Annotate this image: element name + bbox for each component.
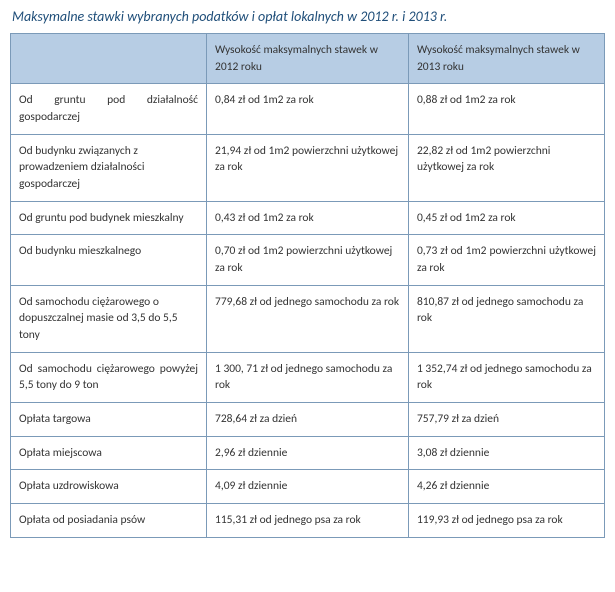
row-label: Od budynku mieszkalnego (11, 235, 207, 285)
row-value-2012: 115,31 zł od jednego psa za rok (207, 504, 409, 538)
row-label: Od budynku związanych z prowadzeniem dzi… (11, 134, 207, 201)
table-row: Od gruntu pod działalność gospodarczej0,… (11, 84, 605, 134)
row-label: Od samochodu ciężarowego powyżej 5,5 ton… (11, 352, 207, 402)
row-label: Opłata od posiadania psów (11, 504, 207, 538)
table-header-row: Wysokość maksymalnych stawek w 2012 roku… (11, 34, 605, 84)
table-row: Od budynku mieszkalnego0,70 zł od 1m2 po… (11, 235, 605, 285)
table-row: Od samochodu ciężarowego o dopuszczalnej… (11, 285, 605, 352)
table-row: Opłata uzdrowiskowa4,09 zł dziennie4,26 … (11, 470, 605, 504)
col-header-2012: Wysokość maksymalnych stawek w 2012 roku (207, 34, 409, 84)
row-label: Opłata targowa (11, 403, 207, 437)
row-value-2012: 2,96 zł dziennie (207, 436, 409, 470)
table-row: Opłata od posiadania psów115,31 zł od je… (11, 504, 605, 538)
col-header-2013: Wysokość maksymalnych stawek w 2013 roku (408, 34, 604, 84)
row-value-2013: 119,93 zł od jednego psa za rok (408, 504, 604, 538)
row-value-2012: 4,09 zł dziennie (207, 470, 409, 504)
row-value-2013: 0,45 zł od 1m2 za rok (408, 201, 604, 235)
row-value-2012: 0,43 zł od 1m2 za rok (207, 201, 409, 235)
row-value-2013: 4,26 zł dziennie (408, 470, 604, 504)
row-value-2012: 1 300, 71 zł od jednego samochodu za rok (207, 352, 409, 402)
table-title: Maksymalne stawki wybranych podatków i o… (10, 8, 605, 25)
row-label: Od gruntu pod budynek mieszkalny (11, 201, 207, 235)
rates-table: Wysokość maksymalnych stawek w 2012 roku… (10, 33, 605, 538)
row-value-2012: 0,70 zł od 1m2 powierzchni użytkowej za … (207, 235, 409, 285)
table-row: Od gruntu pod budynek mieszkalny0,43 zł … (11, 201, 605, 235)
row-label: Opłata miejscowa (11, 436, 207, 470)
row-value-2013: 810,87 zł od jednego samochodu za rok (408, 285, 604, 352)
row-value-2012: 779,68 zł od jednego samochodu za rok (207, 285, 409, 352)
table-row: Od samochodu ciężarowego powyżej 5,5 ton… (11, 352, 605, 402)
table-row: Opłata targowa728,64 zł za dzień757,79 z… (11, 403, 605, 437)
row-value-2012: 0,84 zł od 1m2 za rok (207, 84, 409, 134)
col-header-empty (11, 34, 207, 84)
row-value-2012: 21,94 zł od 1m2 powierzchni użytkowej za… (207, 134, 409, 201)
row-value-2013: 757,79 zł za dzień (408, 403, 604, 437)
row-value-2013: 0,73 zł od 1m2 powierzchni użytkowej za … (408, 235, 604, 285)
row-value-2012: 728,64 zł za dzień (207, 403, 409, 437)
row-label: Od gruntu pod działalność gospodarczej (11, 84, 207, 134)
row-value-2013: 3,08 zł dziennie (408, 436, 604, 470)
row-value-2013: 22,82 zł od 1m2 powierzchni użytkowej za… (408, 134, 604, 201)
table-row: Opłata miejscowa2,96 zł dziennie3,08 zł … (11, 436, 605, 470)
row-label: Od samochodu ciężarowego o dopuszczalnej… (11, 285, 207, 352)
row-value-2013: 0,88 zł od 1m2 za rok (408, 84, 604, 134)
row-value-2013: 1 352,74 zł od jednego samochodu za rok (408, 352, 604, 402)
row-label: Opłata uzdrowiskowa (11, 470, 207, 504)
table-row: Od budynku związanych z prowadzeniem dzi… (11, 134, 605, 201)
